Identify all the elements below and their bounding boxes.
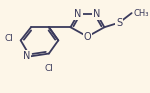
Text: Cl: Cl xyxy=(4,34,13,43)
Text: S: S xyxy=(116,17,122,28)
Text: N: N xyxy=(23,51,30,61)
Text: N: N xyxy=(93,9,101,19)
Text: O: O xyxy=(84,32,91,42)
Text: N: N xyxy=(74,9,82,19)
Text: CH₃: CH₃ xyxy=(134,9,149,18)
Text: Cl: Cl xyxy=(44,64,53,73)
